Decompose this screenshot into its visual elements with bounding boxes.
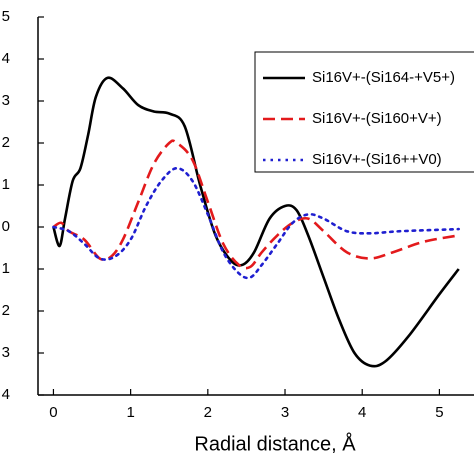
- line-series: [52, 166, 461, 280]
- y-tick-label: 5: [2, 8, 10, 25]
- x-tick-label: 3: [281, 404, 289, 421]
- x-axis-label: Radial distance, Å: [194, 432, 356, 455]
- x-tick-label: 4: [358, 404, 366, 421]
- y-tick-label: 4: [2, 386, 10, 403]
- y-tick-label: 3: [2, 344, 10, 361]
- x-tick-label: 5: [435, 404, 443, 421]
- x-tick-label: 2: [204, 404, 212, 421]
- legend-label: Si16V+-(Si160+V+): [312, 110, 442, 127]
- legend: Si16V+-(Si164-+V5+) Si16V+-(Si160+V+) Si16…: [254, 51, 474, 173]
- x-tick-label: 0: [49, 404, 57, 421]
- y-tick-label: 2: [2, 302, 10, 319]
- legend-label: Si16V+-(Si164-+V5+): [312, 69, 455, 86]
- y-tick-label: 1: [2, 176, 10, 193]
- y-tick-label: 4: [2, 50, 10, 67]
- legend-label: Si16V+-(Si16++V0): [312, 151, 442, 168]
- y-tick-label: 2: [2, 134, 10, 151]
- y-tick-label: 3: [2, 92, 10, 109]
- y-tick-label: 0: [2, 218, 10, 235]
- legend-box: [254, 51, 474, 173]
- y-tick-label: 1: [2, 260, 10, 277]
- line-series: [52, 139, 459, 270]
- x-tick-label: 1: [126, 404, 134, 421]
